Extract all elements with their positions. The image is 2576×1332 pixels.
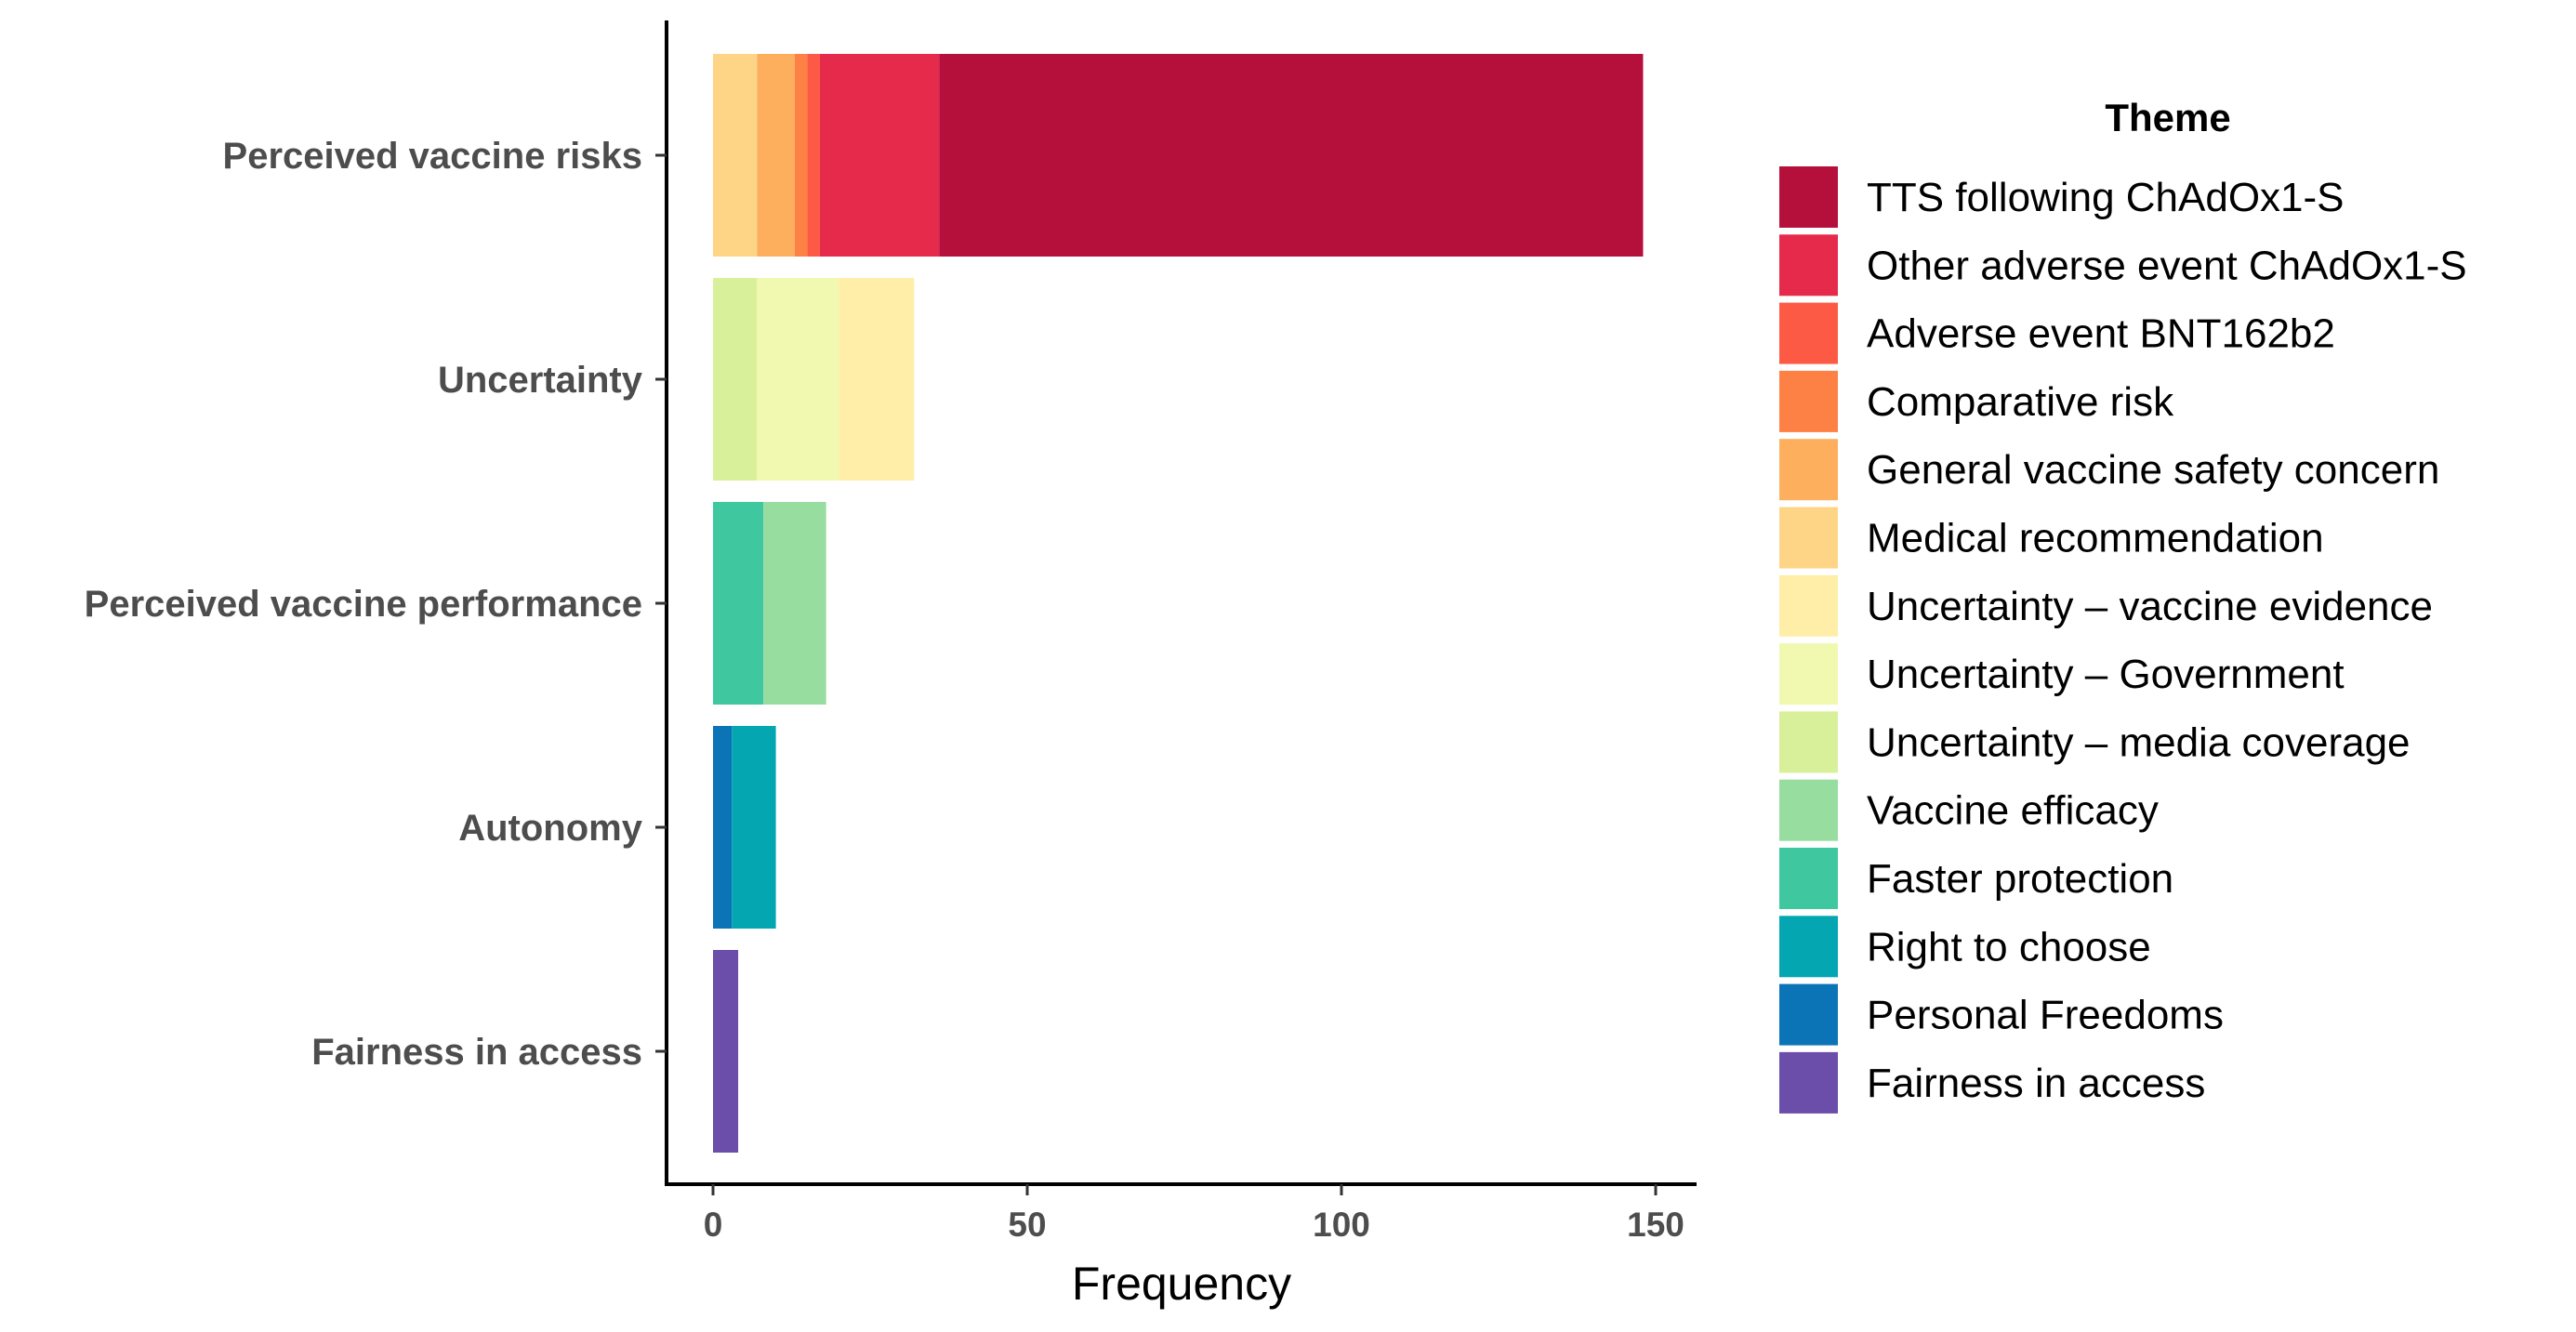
bar-uncertainty-uncertainty-government <box>757 278 839 481</box>
bar-perceived-vaccine-risks-general-vaccine-safety-concern <box>757 54 795 257</box>
legend-label-tts-following-chadox1-s: TTS following ChAdOx1-S <box>1867 175 2345 220</box>
bar-autonomy-right-to-choose <box>732 726 776 929</box>
legend-label-right-to-choose: Right to choose <box>1867 924 2151 969</box>
x-axis-title: Frequency <box>1072 1258 1291 1310</box>
legend-label-other-adverse-event-chadox1-s: Other adverse event ChAdOx1-S <box>1867 243 2467 288</box>
category-labels: Perceived vaccine risks Uncertainty Percei… <box>85 136 643 1073</box>
category-label-autonomy: Autonomy <box>458 808 643 849</box>
legend-label-uncertainty-government: Uncertainty – Government <box>1867 652 2345 697</box>
category-label-perceived-vaccine-risks: Perceived vaccine risks <box>223 136 642 177</box>
bar-fairness-in-access-fairness-in-access <box>713 950 739 1153</box>
bar-perceived-vaccine-performance-faster-protection <box>713 502 764 705</box>
legend-swatch-uncertainty-government <box>1779 643 1838 706</box>
legend-swatch-faster-protection <box>1779 848 1838 909</box>
legend-label-uncertainty-vaccine-evidence: Uncertainty – vaccine evidence <box>1867 584 2433 629</box>
bar-perceived-vaccine-risks-adverse-event-bnt162b2 <box>807 54 820 257</box>
legend: TTS following ChAdOx1-S Other adverse eve… <box>1779 166 2467 1114</box>
legend-label-personal-freedoms: Personal Freedoms <box>1867 993 2224 1038</box>
category-label-fairness-in-access: Fairness in access <box>311 1032 642 1073</box>
bar-perceived-vaccine-performance-vaccine-efficacy <box>763 502 826 705</box>
legend-swatch-vaccine-efficacy <box>1779 779 1838 841</box>
legend-swatch-medical-recommendation <box>1779 507 1838 569</box>
legend-swatch-uncertainty-media-coverage <box>1779 711 1838 773</box>
legend-label-faster-protection: Faster protection <box>1867 856 2173 902</box>
legend-swatch-comparative-risk <box>1779 370 1838 432</box>
bar-uncertainty-uncertainty-media-coverage <box>713 278 758 481</box>
legend-title: Theme <box>2105 96 2230 139</box>
legend-label-vaccine-efficacy: Vaccine efficacy <box>1867 788 2159 834</box>
legend-swatch-adverse-event-bnt162b2 <box>1779 302 1838 364</box>
x-tick-label-50: 50 <box>1008 1206 1046 1244</box>
category-label-uncertainty: Uncertainty <box>438 360 643 401</box>
legend-label-adverse-event-bnt162b2: Adverse event BNT162b2 <box>1867 311 2335 357</box>
x-tick-labels: 0 50 100 150 <box>704 1206 1684 1244</box>
bar-autonomy-personal-freedoms <box>713 726 733 929</box>
legend-label-fairness-in-access: Fairness in access <box>1867 1061 2205 1106</box>
bar-perceived-vaccine-risks-comparative-risk <box>794 54 808 257</box>
legend-label-uncertainty-media-coverage: Uncertainty – media coverage <box>1867 719 2411 765</box>
bars-layer <box>713 54 1644 1153</box>
x-tick-label-150: 150 <box>1627 1206 1684 1244</box>
legend-label-general-vaccine-safety-concern: General vaccine safety concern <box>1867 447 2439 493</box>
legend-label-medical-recommendation: Medical recommendation <box>1867 516 2324 561</box>
legend-swatch-uncertainty-vaccine-evidence <box>1779 574 1838 637</box>
bar-perceived-vaccine-risks-other-adverse-event-chadox1-s <box>819 54 940 257</box>
legend-swatch-other-adverse-event-chadox1-s <box>1779 234 1838 297</box>
bar-perceived-vaccine-risks-tts-following-chadox1-s <box>939 54 1644 257</box>
bar-uncertainty-uncertainty-vaccine-evidence <box>839 278 915 481</box>
legend-swatch-fairness-in-access <box>1779 1051 1838 1114</box>
x-tick-label-100: 100 <box>1313 1206 1370 1244</box>
x-tick-label-0: 0 <box>704 1206 723 1244</box>
legend-swatch-right-to-choose <box>1779 916 1838 978</box>
axes-layer <box>655 20 1697 1195</box>
category-label-perceived-vaccine-performance: Perceived vaccine performance <box>85 584 642 625</box>
legend-swatch-personal-freedoms <box>1779 983 1838 1046</box>
bar-perceived-vaccine-risks-medical-recommendation <box>713 54 758 257</box>
legend-swatch-tts-following-chadox1-s <box>1779 166 1838 228</box>
legend-label-comparative-risk: Comparative risk <box>1867 379 2174 425</box>
legend-swatch-general-vaccine-safety-concern <box>1779 439 1838 501</box>
